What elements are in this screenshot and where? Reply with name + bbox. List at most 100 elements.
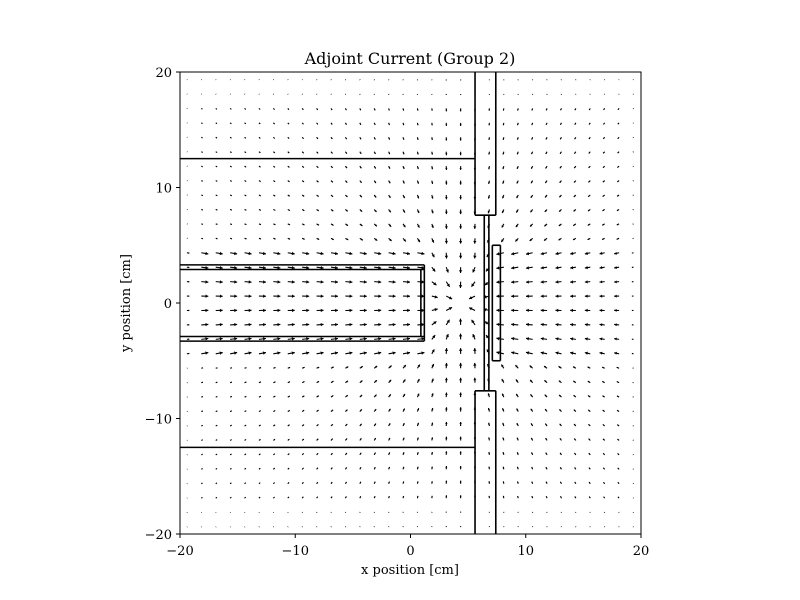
field-arrow-head — [531, 481, 533, 483]
field-arrow-head — [459, 480, 462, 483]
field-arrow-head — [589, 108, 591, 111]
field-arrow-head — [277, 294, 281, 298]
field-arrow-head — [501, 379, 504, 382]
field-arrow-head — [487, 196, 491, 199]
field-arrow-head — [570, 337, 574, 341]
field-arrow-head — [303, 238, 305, 240]
field-arrow-head — [316, 166, 319, 168]
field-arrow-head — [378, 266, 382, 270]
x-tick-label: −10 — [282, 544, 309, 559]
field-arrow-head — [360, 238, 363, 241]
field-arrow-head — [259, 367, 262, 369]
field-arrow-head — [488, 452, 491, 454]
field-arrow-head — [544, 238, 547, 241]
field-arrow-head — [205, 294, 209, 298]
x-axis-ticks: −20 −10 0 10 20 — [166, 534, 649, 559]
field-arrow-head — [346, 380, 348, 383]
field-arrow-head — [234, 266, 238, 270]
field-arrow-head — [402, 196, 405, 199]
field-arrow-head — [540, 322, 544, 327]
field-arrow-head — [417, 225, 420, 228]
field-arrow-head — [216, 238, 218, 240]
field-arrow-head — [201, 108, 203, 110]
field-arrow-head — [277, 322, 281, 327]
field-arrow-head — [587, 223, 590, 226]
field-arrow-head — [469, 307, 473, 311]
field-arrow-head — [302, 180, 305, 182]
field-arrow-head — [201, 166, 203, 167]
field-arrow-head — [388, 181, 391, 184]
field-arrow-head — [363, 322, 367, 327]
field-arrow-head — [587, 238, 590, 240]
field-arrow-head — [573, 409, 576, 412]
field-arrow-head — [588, 453, 591, 455]
field-arrow-head — [359, 467, 362, 469]
field-arrow-head — [345, 496, 347, 498]
field-arrow-head — [334, 351, 338, 355]
field-arrow-head — [259, 137, 261, 139]
field-arrow-head — [262, 337, 266, 341]
field-arrow-head — [388, 408, 391, 411]
field-arrow-head — [473, 362, 477, 366]
field-arrow-head — [388, 466, 390, 469]
field-arrow-head — [496, 322, 500, 327]
field-arrow-head — [402, 138, 405, 140]
field-arrow-head — [515, 379, 519, 382]
field-arrow-head — [274, 223, 276, 225]
field-arrow-head — [574, 152, 576, 154]
field-arrow-head — [407, 308, 411, 313]
field-arrow-head — [434, 295, 438, 299]
y-axis-label: y position [cm] — [119, 254, 134, 353]
field-arrow-head — [525, 351, 530, 355]
field-arrow-head — [288, 151, 290, 154]
field-arrow-head — [573, 366, 575, 369]
field-arrow-head — [302, 166, 304, 168]
field-arrow-head — [417, 364, 420, 368]
field-arrow-head — [431, 378, 434, 382]
field-arrow-head — [274, 396, 276, 398]
field-arrow-head — [587, 395, 590, 397]
field-arrow-head — [588, 424, 590, 426]
field-arrow-head — [614, 308, 617, 312]
field-arrow-head — [472, 334, 476, 338]
field-arrow-head — [302, 137, 304, 139]
field-arrow-head — [531, 123, 533, 126]
field-arrow-head — [291, 280, 295, 284]
field-arrow-head — [402, 452, 405, 454]
field-arrow-head — [407, 280, 411, 284]
field-arrow-head — [502, 152, 505, 155]
field-arrow-head — [388, 481, 390, 483]
field-arrow-head — [432, 268, 436, 272]
field-arrow-head — [287, 108, 289, 110]
field-arrow-head — [331, 453, 333, 455]
field-arrow-head — [219, 294, 223, 298]
field-arrow-head — [349, 322, 353, 327]
field-arrow-head — [202, 367, 204, 369]
field-arrow-head — [345, 166, 348, 169]
plot-area — [180, 72, 634, 534]
field-arrow-head — [616, 223, 619, 226]
field-arrow-head — [531, 423, 533, 426]
field-arrow-head — [589, 482, 591, 484]
field-arrow-head — [306, 280, 310, 284]
field-arrow-head — [574, 424, 576, 426]
field-arrow-head — [525, 266, 530, 270]
field-arrow-head — [502, 408, 505, 411]
field-arrow-head — [288, 395, 290, 398]
field-arrow-head — [389, 238, 392, 242]
field-arrow-head — [431, 167, 434, 170]
field-arrow-head — [374, 452, 376, 455]
field-arrow-head — [559, 409, 562, 412]
field-arrow-head — [188, 280, 190, 283]
field-arrow-head — [219, 308, 223, 313]
field-arrow-head — [392, 351, 396, 355]
field-arrow-head — [573, 395, 576, 397]
field-arrow-head — [584, 337, 588, 341]
field-arrow-head — [416, 466, 419, 469]
field-arrow-head — [359, 481, 361, 484]
field-arrow-head — [374, 423, 376, 426]
field-arrow-head — [403, 224, 406, 228]
field-arrow-head — [374, 166, 376, 169]
field-arrow-head — [416, 452, 419, 454]
